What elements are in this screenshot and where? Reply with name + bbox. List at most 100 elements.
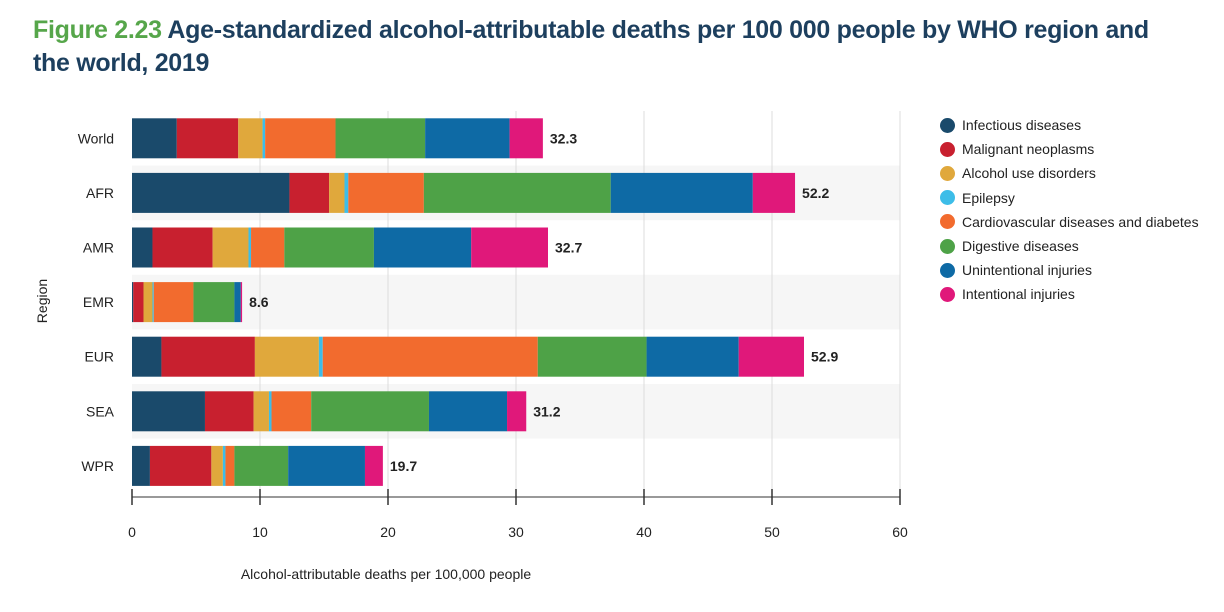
legend-swatch bbox=[940, 141, 955, 157]
bar-segment bbox=[752, 172, 796, 213]
bar-segment bbox=[288, 445, 365, 486]
bar-segment bbox=[132, 118, 177, 159]
figure-number: Figure 2.23 bbox=[33, 16, 162, 44]
x-tick-label: 10 bbox=[252, 524, 268, 540]
bar-segment bbox=[265, 118, 336, 159]
legend-label: Alcohol use disorders bbox=[962, 165, 1096, 182]
bar-segment bbox=[132, 336, 162, 377]
figure-title: Age-standardized alcohol-attributable de… bbox=[33, 16, 1149, 77]
bar-segment bbox=[262, 118, 266, 159]
bar-segment bbox=[329, 172, 345, 213]
bar-segment bbox=[428, 391, 508, 432]
x-tick-label: 30 bbox=[508, 524, 524, 540]
total-label: 52.2 bbox=[802, 185, 829, 201]
bar-segment bbox=[149, 445, 212, 486]
legend-swatch bbox=[940, 238, 955, 254]
category-label: EMR bbox=[83, 294, 114, 310]
total-label: 31.2 bbox=[533, 403, 560, 419]
bar-segment bbox=[234, 445, 289, 486]
bar-segment bbox=[240, 282, 243, 323]
bar-segment bbox=[153, 282, 194, 323]
bar-segment bbox=[251, 227, 285, 268]
bar-segment bbox=[471, 227, 548, 268]
legend-label: Infectious diseases bbox=[962, 117, 1082, 134]
bar-segment bbox=[225, 445, 235, 486]
bar-segment bbox=[143, 282, 153, 323]
bar-segment bbox=[234, 282, 241, 323]
legend-item: Infectious diseases bbox=[940, 113, 1199, 137]
legend-swatch bbox=[940, 286, 955, 302]
bar-segment bbox=[425, 118, 510, 159]
x-tick-label: 0 bbox=[128, 524, 136, 540]
legend-item: Unintentional injuries bbox=[940, 258, 1199, 282]
legend-item: Cardiovascular diseases and diabetes bbox=[940, 210, 1199, 234]
bar-segment bbox=[132, 227, 153, 268]
bar-segment bbox=[132, 172, 290, 213]
bar-segment bbox=[132, 282, 134, 323]
bar-segment bbox=[311, 391, 429, 432]
bar-segment bbox=[284, 227, 374, 268]
category-label: AFR bbox=[86, 185, 114, 201]
x-tick-label: 60 bbox=[892, 524, 908, 540]
chart-title: Figure 2.23 Age-standardized alcohol-att… bbox=[33, 14, 1183, 80]
category-label: World bbox=[78, 130, 114, 146]
bar-segment bbox=[132, 391, 205, 432]
bar-segment bbox=[254, 336, 319, 377]
legend-item: Digestive diseases bbox=[940, 234, 1199, 258]
legend-label: Intentional injuries bbox=[962, 286, 1075, 303]
legend-swatch bbox=[940, 190, 955, 206]
category-label: AMR bbox=[83, 240, 114, 256]
total-label: 8.6 bbox=[249, 294, 269, 310]
bar-segment bbox=[211, 445, 223, 486]
bar-segment bbox=[133, 282, 144, 323]
bar-segment bbox=[152, 282, 154, 323]
category-label: SEA bbox=[86, 403, 115, 419]
bar-segment bbox=[289, 172, 330, 213]
legend-item: Malignant neoplasms bbox=[940, 137, 1199, 161]
bar-segment bbox=[161, 336, 255, 377]
bar-segment bbox=[318, 336, 323, 377]
total-label: 19.7 bbox=[390, 458, 417, 474]
legend-swatch bbox=[940, 214, 955, 230]
bar-segment bbox=[271, 391, 312, 432]
bar-segment bbox=[253, 391, 269, 432]
bar-segment bbox=[335, 118, 426, 159]
legend-item: Intentional injuries bbox=[940, 282, 1199, 306]
bar-segment bbox=[176, 118, 239, 159]
bar-segment bbox=[248, 227, 252, 268]
bar-segment bbox=[344, 172, 349, 213]
x-tick-label: 20 bbox=[380, 524, 396, 540]
legend-label: Cardiovascular diseases and diabetes bbox=[962, 213, 1199, 230]
legend-item: Epilepsy bbox=[940, 186, 1199, 210]
bar-segment bbox=[738, 336, 804, 377]
bar-segment bbox=[132, 445, 150, 486]
legend-item: Alcohol use disorders bbox=[940, 161, 1199, 185]
total-label: 32.3 bbox=[550, 130, 577, 146]
legend-label: Malignant neoplasms bbox=[962, 141, 1095, 158]
bar-segment bbox=[238, 118, 263, 159]
total-label: 52.9 bbox=[811, 349, 838, 365]
legend-label: Unintentional injuries bbox=[962, 262, 1092, 279]
bar-segment bbox=[373, 227, 472, 268]
category-label: EUR bbox=[84, 349, 114, 365]
legend-swatch bbox=[940, 165, 955, 181]
x-axis-title: Alcohol-attributable deaths per 100,000 … bbox=[241, 566, 532, 582]
bar-segment bbox=[423, 172, 611, 213]
bar-segment bbox=[348, 172, 424, 213]
bar-segment bbox=[646, 336, 739, 377]
bar-segment bbox=[322, 336, 538, 377]
x-tick-label: 50 bbox=[764, 524, 780, 540]
bar-segment bbox=[152, 227, 213, 268]
bar-segment bbox=[204, 391, 254, 432]
legend: Infectious diseases Malignant neoplasms Al… bbox=[940, 113, 1199, 307]
bar-segment bbox=[537, 336, 647, 377]
bar-segment bbox=[222, 445, 226, 486]
bar-segment bbox=[610, 172, 753, 213]
bar-segment bbox=[364, 445, 383, 486]
total-label: 32.7 bbox=[555, 240, 582, 256]
bar-segment bbox=[507, 391, 527, 432]
legend-swatch bbox=[940, 117, 955, 133]
bar-segment bbox=[268, 391, 272, 432]
legend-swatch bbox=[940, 262, 955, 278]
